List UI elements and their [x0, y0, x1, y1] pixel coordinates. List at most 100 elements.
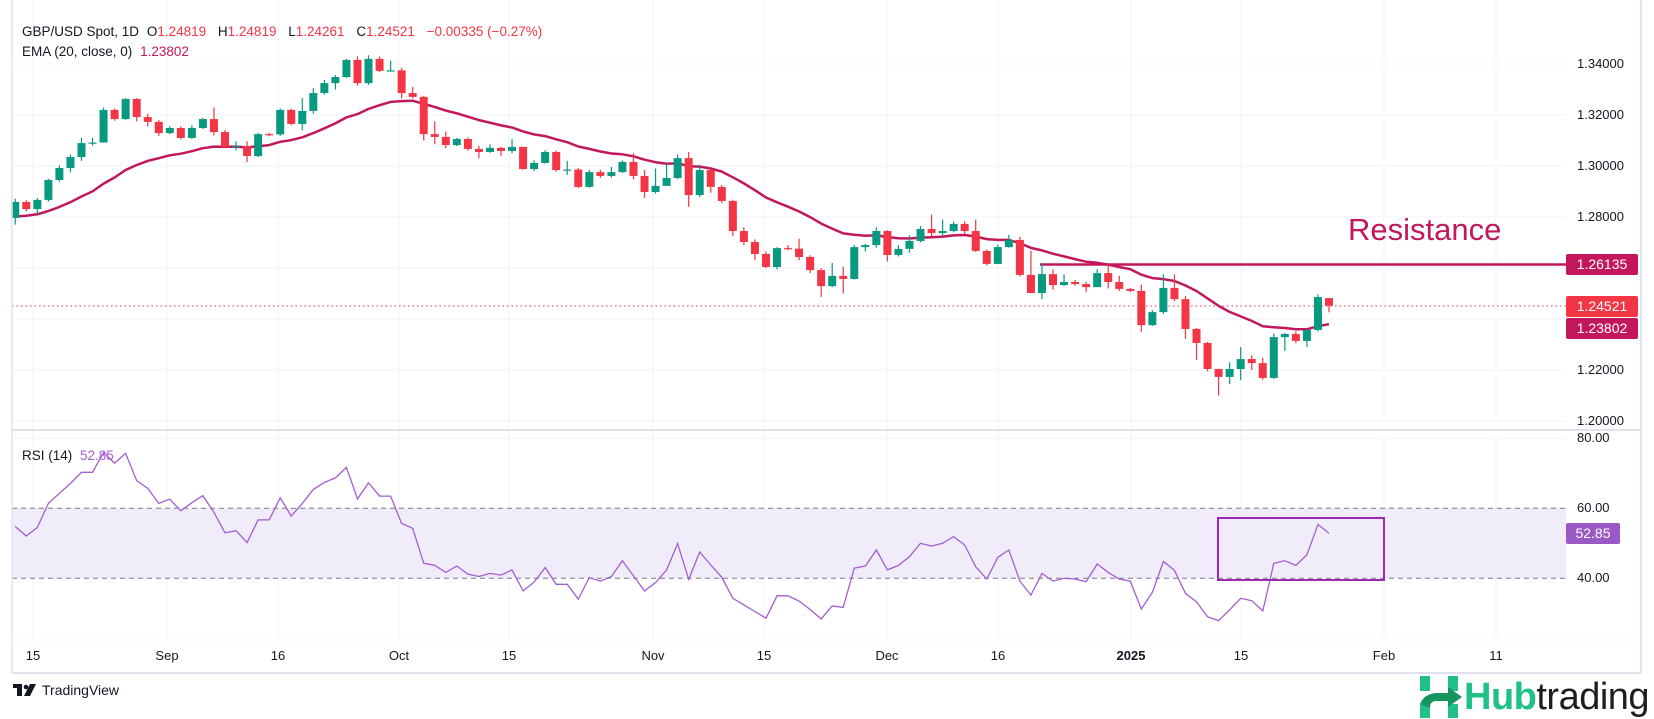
time-tick: 15	[501, 648, 517, 663]
candle-body	[530, 162, 539, 170]
candle-body	[77, 143, 86, 158]
candle-body	[276, 109, 285, 135]
candle-body	[673, 158, 682, 178]
candle	[1214, 368, 1223, 396]
candle	[375, 56, 384, 73]
candle-body	[88, 142, 97, 144]
candle	[441, 131, 450, 149]
time-tick: 15	[1233, 648, 1249, 663]
candle	[320, 79, 329, 95]
candle	[463, 137, 472, 151]
time-tick: Feb	[1372, 648, 1396, 663]
candle	[1148, 310, 1157, 326]
candle-body	[441, 136, 450, 146]
symbol-title[interactable]: GBP/USD Spot, 1D	[22, 24, 140, 39]
candle	[254, 132, 263, 158]
candle-body	[143, 117, 152, 122]
candle	[386, 60, 395, 72]
candle	[1170, 274, 1179, 302]
candle	[883, 230, 892, 262]
candle	[1192, 327, 1201, 360]
ema-legend[interactable]: EMA (20, close, 0) 1.23802	[22, 44, 193, 59]
price-tick: 1.28000	[1577, 209, 1624, 224]
candle	[331, 74, 340, 90]
resistance-price-tag: 1.26135	[1566, 254, 1638, 275]
resistance-annotation[interactable]: Resistance	[1348, 212, 1502, 247]
hubtrading-text-hub: Hub	[1464, 675, 1537, 718]
candle	[607, 167, 616, 178]
candle-body	[1071, 282, 1080, 285]
rsi-band	[12, 508, 1566, 578]
candle-body	[66, 157, 75, 169]
candle-body	[828, 275, 837, 287]
candle-body	[1159, 287, 1168, 313]
candle-body	[1115, 282, 1124, 289]
candle	[298, 97, 307, 131]
candle	[1060, 274, 1069, 286]
candle	[1225, 362, 1234, 385]
candle	[541, 150, 550, 164]
candle-body	[1037, 274, 1046, 293]
candle-body	[706, 170, 715, 187]
rsi-line	[14, 451, 1330, 622]
candle-body	[894, 248, 903, 255]
candle-body	[99, 109, 108, 143]
time-tick: Sep	[155, 648, 179, 663]
candle-body	[872, 231, 881, 246]
candle-body	[187, 128, 196, 138]
candle-body	[243, 146, 252, 157]
candle-body	[1181, 299, 1190, 329]
candle	[1291, 331, 1300, 344]
candle	[232, 141, 241, 151]
rsi-band-lines	[12, 507, 1566, 579]
candle	[916, 225, 925, 243]
candle-body	[331, 77, 340, 84]
candle-body	[993, 247, 1002, 264]
candle-body	[971, 231, 980, 251]
candle-body	[55, 168, 64, 181]
rsi-tick: 80.00	[1577, 430, 1610, 445]
candle	[44, 178, 53, 202]
candle	[806, 255, 815, 274]
candle	[165, 126, 174, 135]
candle-body	[353, 59, 362, 84]
candle-body	[11, 201, 20, 219]
candle	[77, 137, 86, 161]
candle	[739, 227, 748, 246]
tradingview-logo[interactable]: TradingView	[13, 682, 119, 698]
candle-body	[110, 109, 119, 120]
candle-body	[1060, 282, 1069, 286]
time-tick: 16	[990, 648, 1006, 663]
candle	[88, 137, 97, 146]
candle-body	[364, 58, 373, 84]
candle	[33, 198, 42, 214]
candle	[861, 243, 870, 252]
candle	[397, 67, 406, 99]
hubtrading-logo[interactable]: Hubtrading	[1418, 675, 1650, 718]
candle-body	[1225, 368, 1234, 377]
time-tick: 2025	[1116, 648, 1146, 663]
candle-body	[728, 200, 737, 232]
hubtrading-logo-icon	[1420, 676, 1462, 718]
candle-body	[132, 98, 141, 118]
candle	[1159, 274, 1168, 314]
candle	[850, 245, 859, 280]
high-value: 1.24819	[227, 24, 277, 39]
candle-body	[386, 70, 395, 72]
candle-body	[960, 223, 969, 232]
candle	[276, 108, 285, 136]
rsi-highlight-box[interactable]	[1217, 517, 1385, 581]
time-tick: 16	[270, 648, 286, 663]
candle	[651, 168, 660, 194]
time-tick: Dec	[875, 648, 899, 663]
rsi-value-tag: 52.85	[1566, 523, 1620, 544]
rsi-legend[interactable]: RSI (14) 52.85	[22, 448, 118, 463]
candle	[1126, 287, 1135, 293]
candle	[971, 219, 980, 252]
candle	[1280, 333, 1289, 351]
candle-body	[519, 146, 528, 170]
candle-body	[662, 177, 671, 186]
rsi-value: 52.85	[80, 448, 114, 463]
candle	[784, 245, 793, 251]
